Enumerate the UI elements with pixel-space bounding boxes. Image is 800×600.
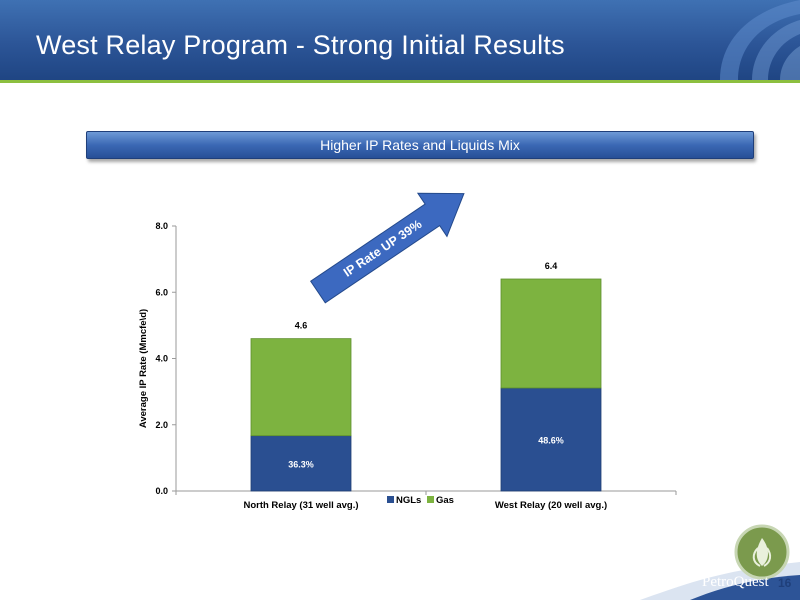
bar-ngls <box>500 387 602 492</box>
y-tick-label: 4.0 <box>155 354 168 364</box>
legend-swatch-ngls <box>387 496 394 503</box>
legend-label-gas: Gas <box>436 495 454 506</box>
bar-total-label: 4.6 <box>295 321 308 331</box>
y-axis-title: Average IP Rate (Mmcfe\d) <box>138 309 149 428</box>
y-tick-label: 6.0 <box>155 287 168 297</box>
y-tick-label: 8.0 <box>155 221 168 231</box>
x-category-label: West Relay (20 well avg.) <box>495 500 607 511</box>
legend-swatch-gas <box>427 496 434 503</box>
slide-header: West Relay Program - Strong Initial Resu… <box>0 0 800 80</box>
legend-label-ngls: NGLs <box>396 495 421 506</box>
subtitle-banner: Higher IP Rates and Liquids Mix <box>86 131 754 159</box>
y-tick-label: 0.0 <box>155 486 168 496</box>
bar-segment-label: 48.6% <box>538 435 564 445</box>
header-swoosh-graphic <box>720 0 800 80</box>
page-number: 16 <box>778 576 792 590</box>
bar-segment-label: 36.3% <box>288 459 314 469</box>
bar-gas <box>250 338 352 437</box>
y-tick-label: 2.0 <box>155 420 168 430</box>
bar-total-label: 6.4 <box>545 261 558 271</box>
bar-ngls <box>250 435 352 492</box>
x-category-label: North Relay (31 well avg.) <box>243 500 358 511</box>
bar-gas <box>500 278 602 389</box>
company-logo-text: PetroQuest <box>702 574 769 590</box>
header-divider <box>0 80 800 83</box>
slide-title: West Relay Program - Strong Initial Resu… <box>36 30 565 60</box>
ip-rate-arrow-icon <box>310 192 465 304</box>
